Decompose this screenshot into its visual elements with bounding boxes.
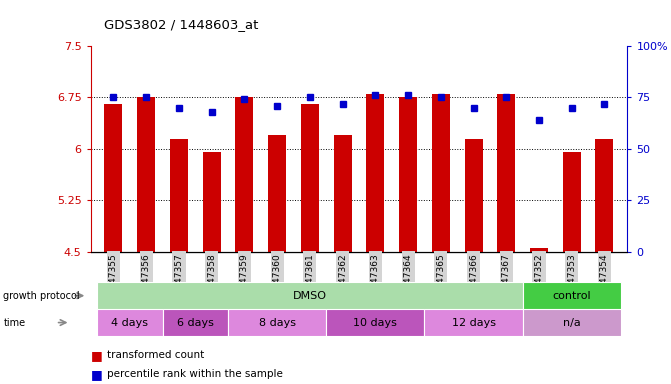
Bar [326, 309, 425, 336]
Text: GSM447364: GSM447364 [403, 253, 413, 308]
Bar [203, 152, 221, 252]
Text: 4 days: 4 days [111, 318, 148, 328]
Text: control: control [552, 291, 591, 301]
Text: time: time [3, 318, 25, 328]
Bar [366, 94, 384, 252]
Bar [97, 309, 162, 336]
Bar [97, 282, 523, 309]
Text: DMSO: DMSO [293, 291, 327, 301]
Bar [523, 282, 621, 309]
Bar [301, 104, 319, 252]
Text: GSM447357: GSM447357 [174, 253, 183, 308]
Text: GSM447360: GSM447360 [272, 253, 282, 308]
Text: growth protocol: growth protocol [3, 291, 80, 301]
Bar [170, 139, 188, 252]
Bar [162, 309, 228, 336]
Bar [432, 94, 450, 252]
Text: GSM447361: GSM447361 [305, 253, 315, 308]
Text: GSM447353: GSM447353 [567, 253, 576, 308]
Text: 10 days: 10 days [354, 318, 397, 328]
Text: 6 days: 6 days [177, 318, 214, 328]
Bar [497, 94, 515, 252]
Text: 8 days: 8 days [258, 318, 296, 328]
Bar [268, 135, 286, 252]
Bar [228, 309, 326, 336]
Bar [523, 309, 621, 336]
Text: GSM447354: GSM447354 [600, 253, 609, 308]
Bar [425, 309, 523, 336]
Text: GSM447356: GSM447356 [142, 253, 151, 308]
Text: ■: ■ [91, 368, 103, 381]
Text: transformed count: transformed count [107, 350, 205, 360]
Bar [138, 98, 155, 252]
Text: GSM447355: GSM447355 [109, 253, 118, 308]
Bar [236, 98, 254, 252]
Text: n/a: n/a [563, 318, 580, 328]
Bar [399, 98, 417, 252]
Text: GSM447363: GSM447363 [371, 253, 380, 308]
Bar [595, 139, 613, 252]
Text: GSM447362: GSM447362 [338, 253, 347, 308]
Text: ■: ■ [91, 349, 103, 362]
Text: 12 days: 12 days [452, 318, 496, 328]
Text: GSM447359: GSM447359 [240, 253, 249, 308]
Bar [333, 135, 352, 252]
Text: GSM447367: GSM447367 [502, 253, 511, 308]
Bar [464, 139, 482, 252]
Text: GSM447352: GSM447352 [535, 253, 544, 308]
Bar [530, 248, 548, 252]
Text: percentile rank within the sample: percentile rank within the sample [107, 369, 283, 379]
Text: GSM447366: GSM447366 [469, 253, 478, 308]
Bar [105, 104, 123, 252]
Text: GDS3802 / 1448603_at: GDS3802 / 1448603_at [104, 18, 258, 31]
Text: GSM447365: GSM447365 [436, 253, 446, 308]
Bar [563, 152, 580, 252]
Text: GSM447358: GSM447358 [207, 253, 216, 308]
